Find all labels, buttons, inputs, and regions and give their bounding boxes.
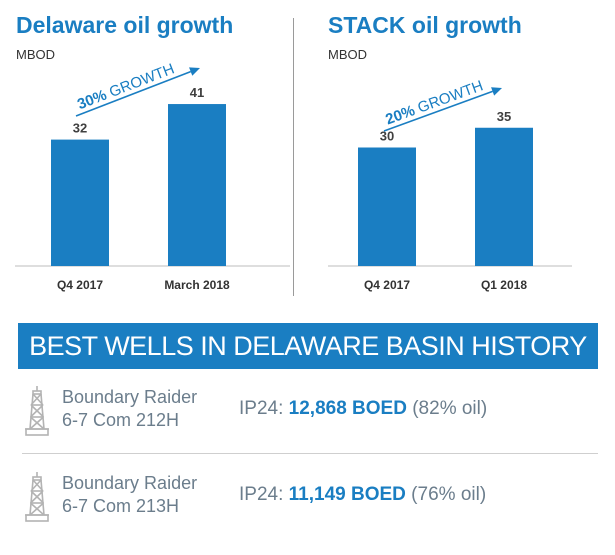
- growth-annotation: 20% GROWTH: [383, 77, 485, 128]
- delaware-chart-title: Delaware oil growth: [16, 12, 234, 38]
- delaware-chart-panel: Delaware oil growth MBOD 32 Q4 2017 41 Marc…: [0, 0, 300, 300]
- chart-divider: [293, 18, 294, 296]
- well-name-line2: 6-7 Com 213H: [62, 496, 180, 516]
- ip24-oil-share: (82% oil): [406, 398, 488, 419]
- growth-arrow: [383, 90, 493, 132]
- bar: [168, 104, 226, 266]
- delaware-chart-unit: MBOD: [16, 47, 55, 62]
- well-name: Boundary Raider 6-7 Com 213H: [62, 472, 197, 518]
- well-row-212h: Boundary Raider 6-7 Com 212H IP24: 12,86…: [18, 380, 598, 450]
- well-name-line1: Boundary Raider: [62, 387, 198, 407]
- well-name-line1: Boundary Raider: [62, 473, 198, 493]
- growth-arrowhead: [189, 67, 200, 76]
- well-row-213h: Boundary Raider 6-7 Com 213H IP24: 11,14…: [18, 466, 598, 536]
- oil-derrick-icon: [25, 386, 49, 436]
- growth-annotation: 30% GROWTH: [75, 60, 177, 113]
- row-separator: [22, 453, 598, 454]
- ip24-value: 11,149 BOED: [288, 484, 406, 505]
- well-ip24: IP24: 12,868 BOED (82% oil): [239, 398, 487, 420]
- category-label: Q4 2017: [364, 278, 410, 292]
- stack-chart-title: STACK oil growth: [328, 12, 522, 38]
- well-name-line2: 6-7 Com 212H: [62, 410, 180, 430]
- bar: [358, 147, 416, 266]
- stack-chart-unit: MBOD: [328, 47, 367, 62]
- category-label: Q4 2017: [57, 278, 103, 292]
- bar: [475, 127, 533, 266]
- bar-value-label: 35: [497, 109, 511, 124]
- oil-derrick-icon: [25, 472, 49, 522]
- bar-value-label: 41: [190, 85, 204, 100]
- well-ip24: IP24: 11,149 BOED (76% oil): [239, 484, 486, 506]
- stack-chart-panel: STACK oil growth MBOD 30 Q4 2017 35 Q1 2018…: [310, 0, 610, 300]
- ip24-oil-share: (76% oil): [405, 484, 487, 505]
- bar: [51, 139, 109, 266]
- category-label: March 2018: [164, 278, 230, 292]
- ip24-value: 12,868 BOED: [288, 398, 407, 419]
- ip24-label: IP24:: [239, 484, 289, 505]
- growth-arrowhead: [491, 87, 502, 96]
- stack-chart: 30 Q4 2017 35 Q1 2018 20% GROWTH: [328, 77, 572, 292]
- ip24-label: IP24:: [239, 398, 289, 419]
- category-label: Q1 2018: [481, 278, 527, 292]
- well-name: Boundary Raider 6-7 Com 212H: [62, 386, 197, 432]
- best-wells-banner: BEST WELLS IN DELAWARE BASIN HISTORY: [18, 323, 598, 369]
- delaware-chart: 32 Q4 2017 41 March 2018 30% GROWTH: [15, 60, 290, 292]
- bar-value-label: 32: [73, 121, 87, 136]
- bar-value-label: 30: [380, 129, 394, 144]
- growth-arrow: [75, 70, 191, 117]
